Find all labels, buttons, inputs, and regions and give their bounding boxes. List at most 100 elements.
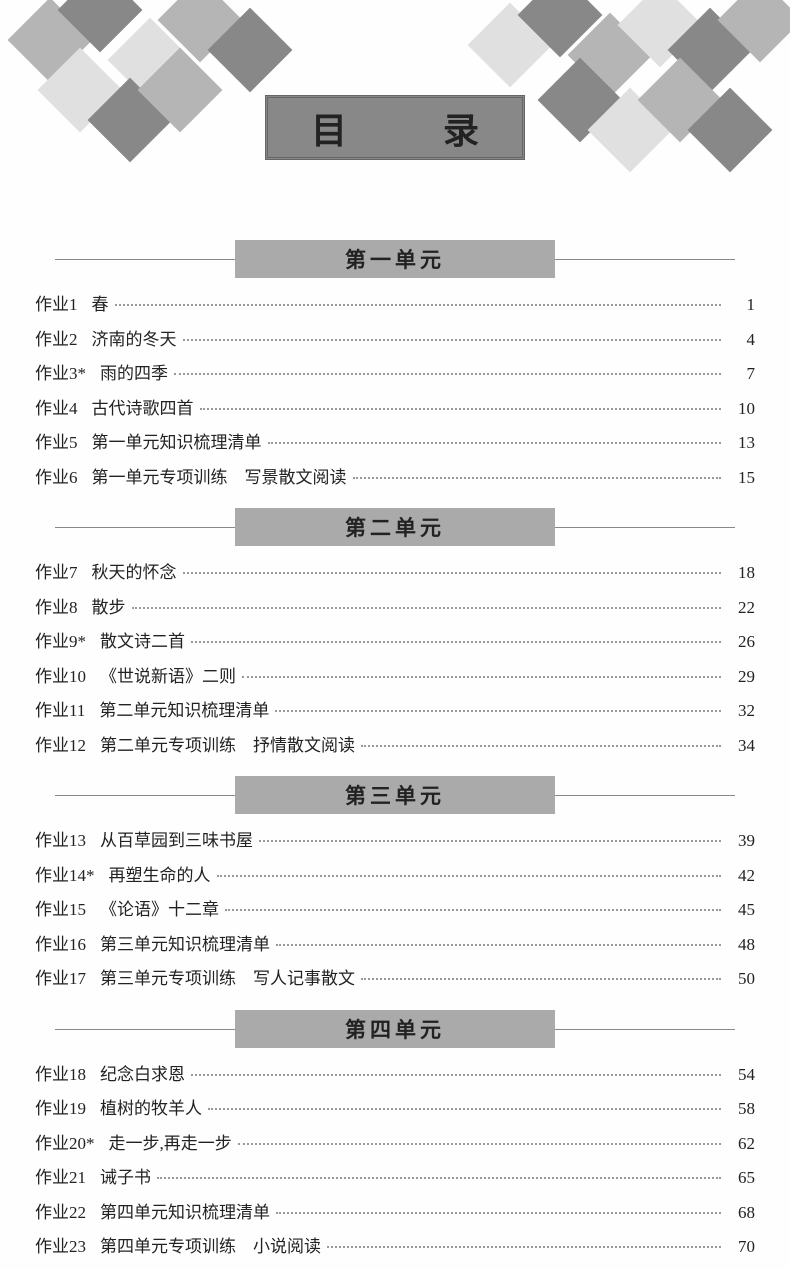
item-label: 作业20* (35, 1131, 95, 1157)
toc-item: 作业5 第一单元知识梳理清单 13 (35, 430, 755, 456)
item-title: 散文诗二首 (100, 629, 185, 655)
section-line-right (555, 795, 735, 796)
page-number: 48 (727, 932, 755, 958)
leader-dots (353, 477, 722, 479)
item-title: 雨的四季 (100, 361, 168, 387)
leader-dots (200, 408, 722, 410)
leader-dots (191, 1074, 721, 1076)
item-label: 作业9* (35, 629, 86, 655)
page-title: 目 录 (281, 102, 509, 154)
page-number: 50 (727, 966, 755, 992)
toc-item: 作业12 第二单元专项训练 抒情散文阅读 34 (35, 733, 755, 759)
page-number: 54 (727, 1062, 755, 1088)
section-block: 第二单元作业7 秋天的怀念 18 作业8 散步 22 作业9* 散文诗二首 26 作业10 《世说新… (35, 508, 755, 758)
page-number: 65 (727, 1165, 755, 1191)
item-label: 作业5 (35, 430, 78, 456)
toc-item: 作业19植树的牧羊人58 (35, 1096, 755, 1122)
item-label: 作业10 (35, 664, 86, 690)
item-label: 作业12 (35, 733, 86, 759)
item-title: 第二单元知识梳理清单 (99, 698, 269, 724)
item-title: 第二单元专项训练 抒情散文阅读 (100, 733, 355, 759)
section-header: 第四单元 (35, 1010, 755, 1048)
item-label: 作业13 (35, 828, 86, 854)
section-line-right (555, 527, 735, 528)
leader-dots (115, 304, 722, 306)
toc-content: 第一单元作业1春1作业2济南的冬天4作业3*雨的四季7作业4古代诗歌四首10作业… (35, 240, 755, 1269)
page-number: 10 (727, 396, 755, 422)
item-title: 从百草园到三味书屋 (100, 828, 253, 854)
item-title: 《世说新语》二则 (100, 664, 236, 690)
item-title: 第三单元专项训练 写人记事散文 (100, 966, 355, 992)
section-block: 第一单元作业1春1作业2济南的冬天4作业3*雨的四季7作业4古代诗歌四首10作业… (35, 240, 755, 490)
item-title: 济南的冬天 (92, 327, 177, 353)
page-number: 15 (727, 465, 755, 491)
item-title: 第一单元知识梳理清单 (92, 430, 262, 456)
item-title: 第四单元专项训练 小说阅读 (100, 1234, 321, 1260)
leader-dots (361, 978, 721, 980)
item-label: 作业14* (35, 863, 95, 889)
section-block: 第三单元作业13从百草园到三味书屋39作业14*再塑生命的人42作业15《论语》… (35, 776, 755, 992)
item-title: 古代诗歌四首 (92, 396, 194, 422)
page-number: 68 (727, 1200, 755, 1226)
toc-item: 作业18纪念白求恩54 (35, 1062, 755, 1088)
page-number: 22 (727, 595, 755, 621)
page-number: 58 (727, 1096, 755, 1122)
page-number: 1 (727, 292, 755, 318)
page-number: 29 (727, 664, 755, 690)
leader-dots (268, 442, 722, 444)
toc-item: 作业10 《世说新语》二则 29 (35, 664, 755, 690)
toc-item: 作业1春1 (35, 292, 755, 318)
item-title: 散步 (92, 595, 126, 621)
page-number: 32 (727, 698, 755, 724)
toc-item: 作业11第二单元知识梳理清单32 (35, 698, 755, 724)
section-line-right (555, 1029, 735, 1030)
leader-dots (275, 710, 721, 712)
item-label: 作业17 (35, 966, 86, 992)
toc-item: 作业4 古代诗歌四首 10 (35, 396, 755, 422)
leader-dots (174, 373, 721, 375)
page-number: 34 (727, 733, 755, 759)
page-number: 18 (727, 560, 755, 586)
section-header: 第三单元 (35, 776, 755, 814)
toc-item: 作业3*雨的四季7 (35, 361, 755, 387)
item-title: 第三单元知识梳理清单 (100, 932, 270, 958)
leader-dots (276, 944, 721, 946)
item-label: 作业4 (35, 396, 78, 422)
section-heading: 第一单元 (235, 240, 555, 278)
section-line-left (55, 795, 235, 796)
section-heading: 第二单元 (235, 508, 555, 546)
item-label: 作业7 (35, 560, 78, 586)
page-number: 39 (727, 828, 755, 854)
item-label: 作业6 (35, 465, 78, 491)
toc-item: 作业13 从百草园到三味书屋 39 (35, 828, 755, 854)
toc-item: 作业22第四单元知识梳理清单68 (35, 1200, 755, 1226)
leader-dots (191, 641, 721, 643)
section-block: 第四单元作业18纪念白求恩54 作业19植树的牧羊人58 作业20*走一步,再走一步… (35, 1010, 755, 1260)
title-badge: 目 录 (265, 95, 525, 160)
toc-item: 作业6第一单元专项训练 写景散文阅读15 (35, 465, 755, 491)
leader-dots (183, 339, 722, 341)
leader-dots (238, 1143, 721, 1145)
leader-dots (242, 676, 721, 678)
item-label: 作业2 (35, 327, 78, 353)
item-label: 作业8 (35, 595, 78, 621)
section-line-right (555, 259, 735, 260)
leader-dots (208, 1108, 721, 1110)
page-number: 26 (727, 629, 755, 655)
section-line-left (55, 259, 235, 260)
toc-item: 作业23第四单元专项训练 小说阅读70 (35, 1234, 755, 1260)
leader-dots (217, 875, 722, 877)
item-title: 诫子书 (100, 1165, 151, 1191)
section-heading: 第三单元 (235, 776, 555, 814)
page-number: 13 (727, 430, 755, 456)
leader-dots (132, 607, 722, 609)
item-title: 第四单元知识梳理清单 (100, 1200, 270, 1226)
item-title: 秋天的怀念 (92, 560, 177, 586)
leader-dots (276, 1212, 721, 1214)
item-label: 作业23 (35, 1234, 86, 1260)
toc-item: 作业17 第三单元专项训练 写人记事散文 50 (35, 966, 755, 992)
toc-item: 作业20*走一步,再走一步62 (35, 1131, 755, 1157)
leader-dots (225, 909, 721, 911)
toc-item: 作业7 秋天的怀念 18 (35, 560, 755, 586)
item-label: 作业1 (35, 292, 78, 318)
